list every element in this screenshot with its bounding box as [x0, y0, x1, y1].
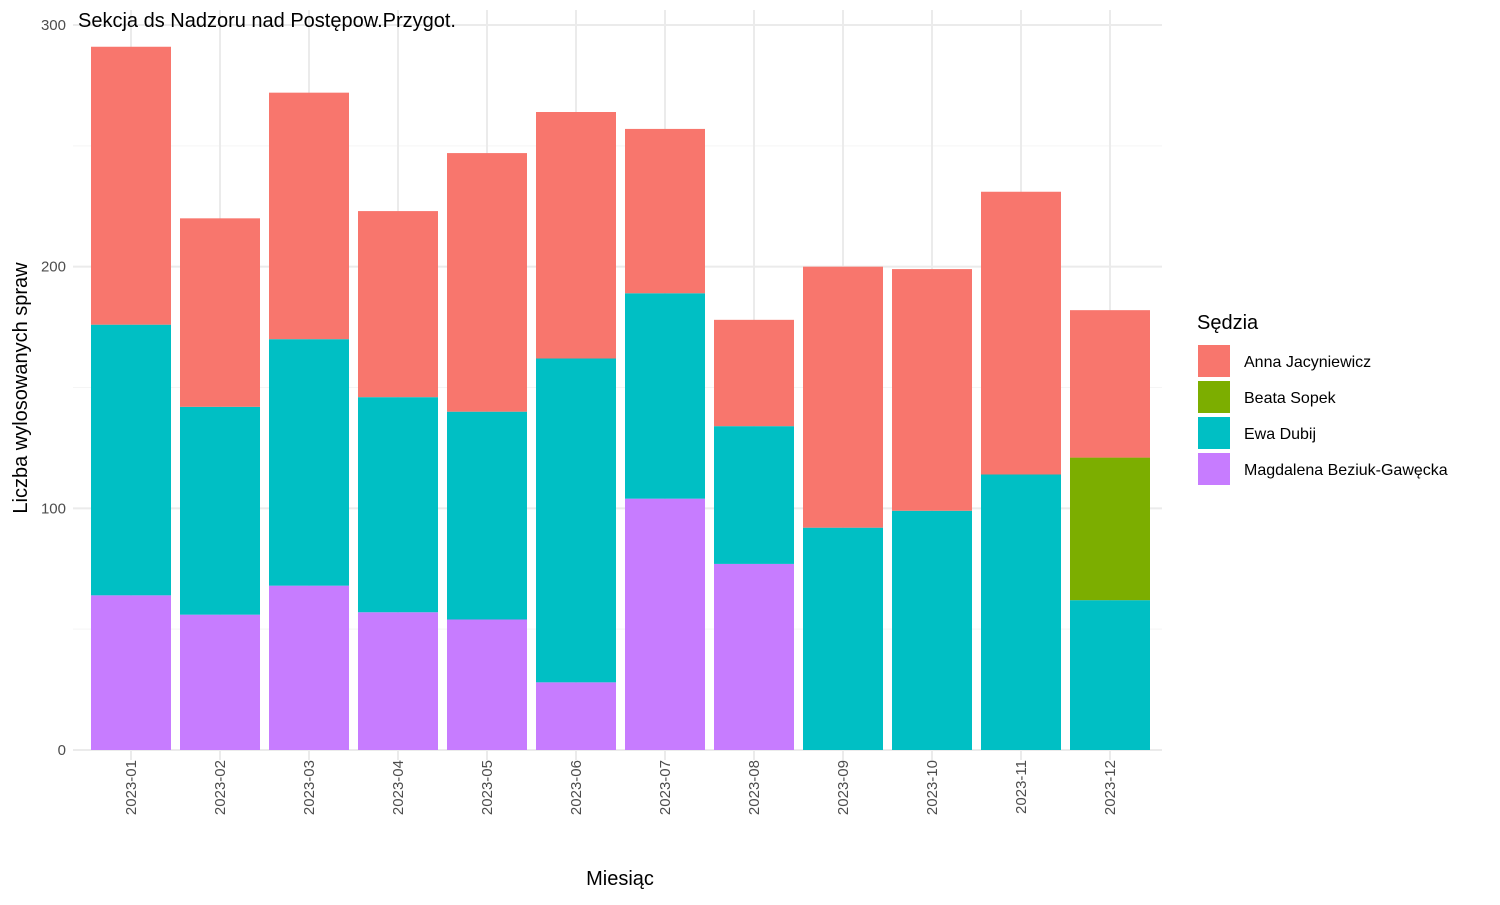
bar-segment: 2023-05 – Anna Jacyniewicz: 107: [447, 153, 527, 412]
bar-segment: 2023-06 – Ewa Dubij: 134: [536, 358, 616, 683]
bar-segment: 2023-03 – Magdalena Beziuk-Gawęcka: 68: [269, 585, 349, 750]
x-tick-label: 2023-03: [301, 760, 318, 815]
bar-segment: 2023-03 – Ewa Dubij: 102: [269, 339, 349, 586]
bar-segment: 2023-06 – Magdalena Beziuk-Gawęcka: 28: [536, 682, 616, 750]
bar-segment: 2023-10 – Anna Jacyniewicz: 100: [892, 269, 972, 511]
bar-segment: 2023-03 – Anna Jacyniewicz: 102: [269, 92, 349, 340]
bar-segment: 2023-04 – Magdalena Beziuk-Gawęcka: 57: [358, 612, 438, 750]
x-axis-ticks: 2023-01 2023-02 2023-03 2023-04 2023-05 2023-…: [123, 760, 1119, 815]
legend-label: Beata Sopek: [1244, 390, 1337, 407]
legend-title: Sędzia: [1197, 312, 1259, 334]
bar-segment: 2023-09 – Ewa Dubij: 92: [803, 527, 883, 750]
bar-segment: 2023-01 – Anna Jacyniewicz: 115: [91, 46, 171, 325]
bar-segment: 2023-10 – Ewa Dubij: 99: [892, 510, 972, 750]
bar-segment: 2023-09 – Anna Jacyniewicz: 108: [803, 266, 883, 528]
bar-segment: 2023-07 – Ewa Dubij: 85: [625, 293, 705, 499]
x-tick-label: 2023-12: [1102, 760, 1119, 815]
bar-segment: 2023-02 – Magdalena Beziuk-Gawęcka: 56: [180, 614, 260, 750]
y-axis-ticks: 0 100 200 300: [41, 17, 66, 759]
legend-item: Anna Jacyniewicz: [1198, 345, 1371, 377]
bar-segment: 2023-02 – Ewa Dubij: 86: [180, 406, 260, 615]
bar-segment: 2023-08 – Magdalena Beziuk-Gawęcka: 77: [714, 563, 794, 750]
bar-segment: 2023-07 – Magdalena Beziuk-Gawęcka: 104: [625, 498, 705, 750]
x-tick-label: 2023-01: [123, 760, 140, 815]
x-tick-label: 2023-10: [924, 760, 941, 815]
x-tick-label: 2023-08: [746, 760, 763, 815]
legend-label: Ewa Dubij: [1244, 426, 1316, 443]
bar-segment: 2023-05 – Ewa Dubij: 86: [447, 411, 527, 620]
x-tick-label: 2023-05: [479, 760, 496, 815]
y-tick-label: 100: [41, 500, 66, 517]
legend-key: [1198, 453, 1230, 485]
x-tick-label: 2023-11: [1013, 760, 1030, 814]
legend-item: Magdalena Beziuk-Gawęcka: [1198, 453, 1448, 485]
y-tick-label: 200: [41, 259, 66, 276]
x-tick-label: 2023-02: [212, 760, 229, 815]
y-tick-label: 0: [58, 742, 66, 759]
x-tick-label: 2023-09: [835, 760, 852, 815]
bar-segment: 2023-11 – Ewa Dubij: 114: [981, 474, 1061, 750]
bar-segment: 2023-12 – Beata Sopek: 59: [1070, 457, 1150, 601]
bar-segment: 2023-01 – Magdalena Beziuk-Gawęcka: 64: [91, 595, 171, 750]
bars: 2023-01 – Magdalena Beziuk-Gawęcka: 6420…: [91, 46, 1150, 750]
bar-segment: 2023-11 – Anna Jacyniewicz: 117: [981, 191, 1061, 475]
y-tick-label: 300: [41, 17, 66, 34]
bar-segment: 2023-05 – Magdalena Beziuk-Gawęcka: 54: [447, 619, 527, 750]
x-tick-label: 2023-07: [657, 760, 674, 815]
x-axis-title: Miesiąc: [586, 868, 654, 890]
bar-segment: 2023-12 – Anna Jacyniewicz: 61: [1070, 310, 1150, 458]
bar-segment: 2023-06 – Anna Jacyniewicz: 102: [536, 112, 616, 359]
x-tick-label: 2023-04: [390, 760, 407, 815]
x-tick-label: 2023-06: [568, 760, 585, 815]
bar-segment: 2023-08 – Ewa Dubij: 57: [714, 426, 794, 564]
legend-items: Anna Jacyniewicz Beata Sopek Ewa Dubij Magd…: [1198, 345, 1448, 485]
bar-segment: 2023-08 – Anna Jacyniewicz: 44: [714, 319, 794, 427]
bar-segment: 2023-02 – Anna Jacyniewicz: 78: [180, 218, 260, 407]
legend: Sędzia Anna Jacyniewicz Beata Sopek Ewa Du…: [1197, 312, 1448, 485]
legend-label: Magdalena Beziuk-Gawęcka: [1244, 462, 1448, 479]
legend-key: [1198, 417, 1230, 449]
bar-segment: 2023-01 – Ewa Dubij: 112: [91, 324, 171, 596]
legend-item: Beata Sopek: [1198, 381, 1337, 413]
bar-segment: 2023-12 – Ewa Dubij: 62: [1070, 600, 1150, 750]
chart-title: Sekcja ds Nadzoru nad Postępow.Przygot.: [78, 10, 456, 32]
legend-label: Anna Jacyniewicz: [1244, 354, 1371, 371]
bar-segment: 2023-04 – Ewa Dubij: 89: [358, 397, 438, 613]
legend-key: [1198, 345, 1230, 377]
legend-key: [1198, 381, 1230, 413]
bar-segment: 2023-07 – Anna Jacyniewicz: 68: [625, 128, 705, 294]
bar-segment: 2023-04 – Anna Jacyniewicz: 77: [358, 211, 438, 398]
y-axis-title: Liczba wylosowanych spraw: [10, 262, 32, 514]
legend-item: Ewa Dubij: [1198, 417, 1316, 449]
